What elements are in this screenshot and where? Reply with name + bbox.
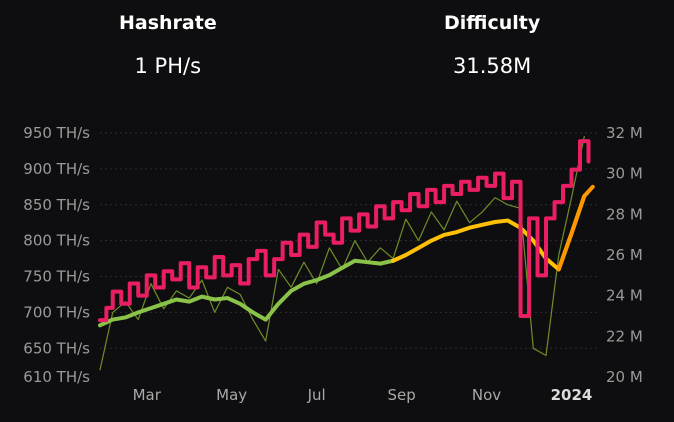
y-left-tick-label: 800 TH/s xyxy=(23,232,90,250)
y-left-tick-label: 750 TH/s xyxy=(23,268,90,286)
difficulty-title: Difficulty xyxy=(444,12,541,34)
x-tick-label: 2024 xyxy=(551,386,593,404)
y-right-tick-label: 20 M xyxy=(606,368,643,386)
y-right-tick-label: 26 M xyxy=(606,246,643,264)
y-left-tick-label: 900 TH/s xyxy=(23,160,90,178)
x-tick-label: Nov xyxy=(472,386,501,404)
series-line-2 xyxy=(391,194,587,272)
series-line-1 xyxy=(98,258,396,328)
difficulty-value: 31.58M xyxy=(453,54,532,78)
y-right-tick-label: 24 M xyxy=(606,287,643,305)
y-right-tick-label: 32 M xyxy=(606,124,643,142)
series-line-3 xyxy=(556,184,595,272)
y-right-tick-label: 22 M xyxy=(606,327,643,345)
series-line-4 xyxy=(98,139,591,323)
y-right-tick-label: 28 M xyxy=(606,205,643,223)
hashrate-title: Hashrate xyxy=(119,12,217,34)
y-left-tick-label: 610 TH/s xyxy=(23,368,90,386)
y-left-tick-label: 650 TH/s xyxy=(23,339,90,357)
x-tick-label: Mar xyxy=(133,386,162,404)
y-left-tick-label: 950 TH/s xyxy=(23,124,90,142)
x-tick-label: Sep xyxy=(387,386,415,404)
y-right-tick-label: 30 M xyxy=(606,165,643,183)
x-tick-label: May xyxy=(216,386,247,404)
y-left-tick-label: 700 TH/s xyxy=(23,303,90,321)
series-line-0 xyxy=(99,135,585,371)
hashrate-value: 1 PH/s xyxy=(134,54,202,78)
x-tick-label: Jul xyxy=(307,386,326,404)
y-left-tick-label: 850 TH/s xyxy=(23,196,90,214)
